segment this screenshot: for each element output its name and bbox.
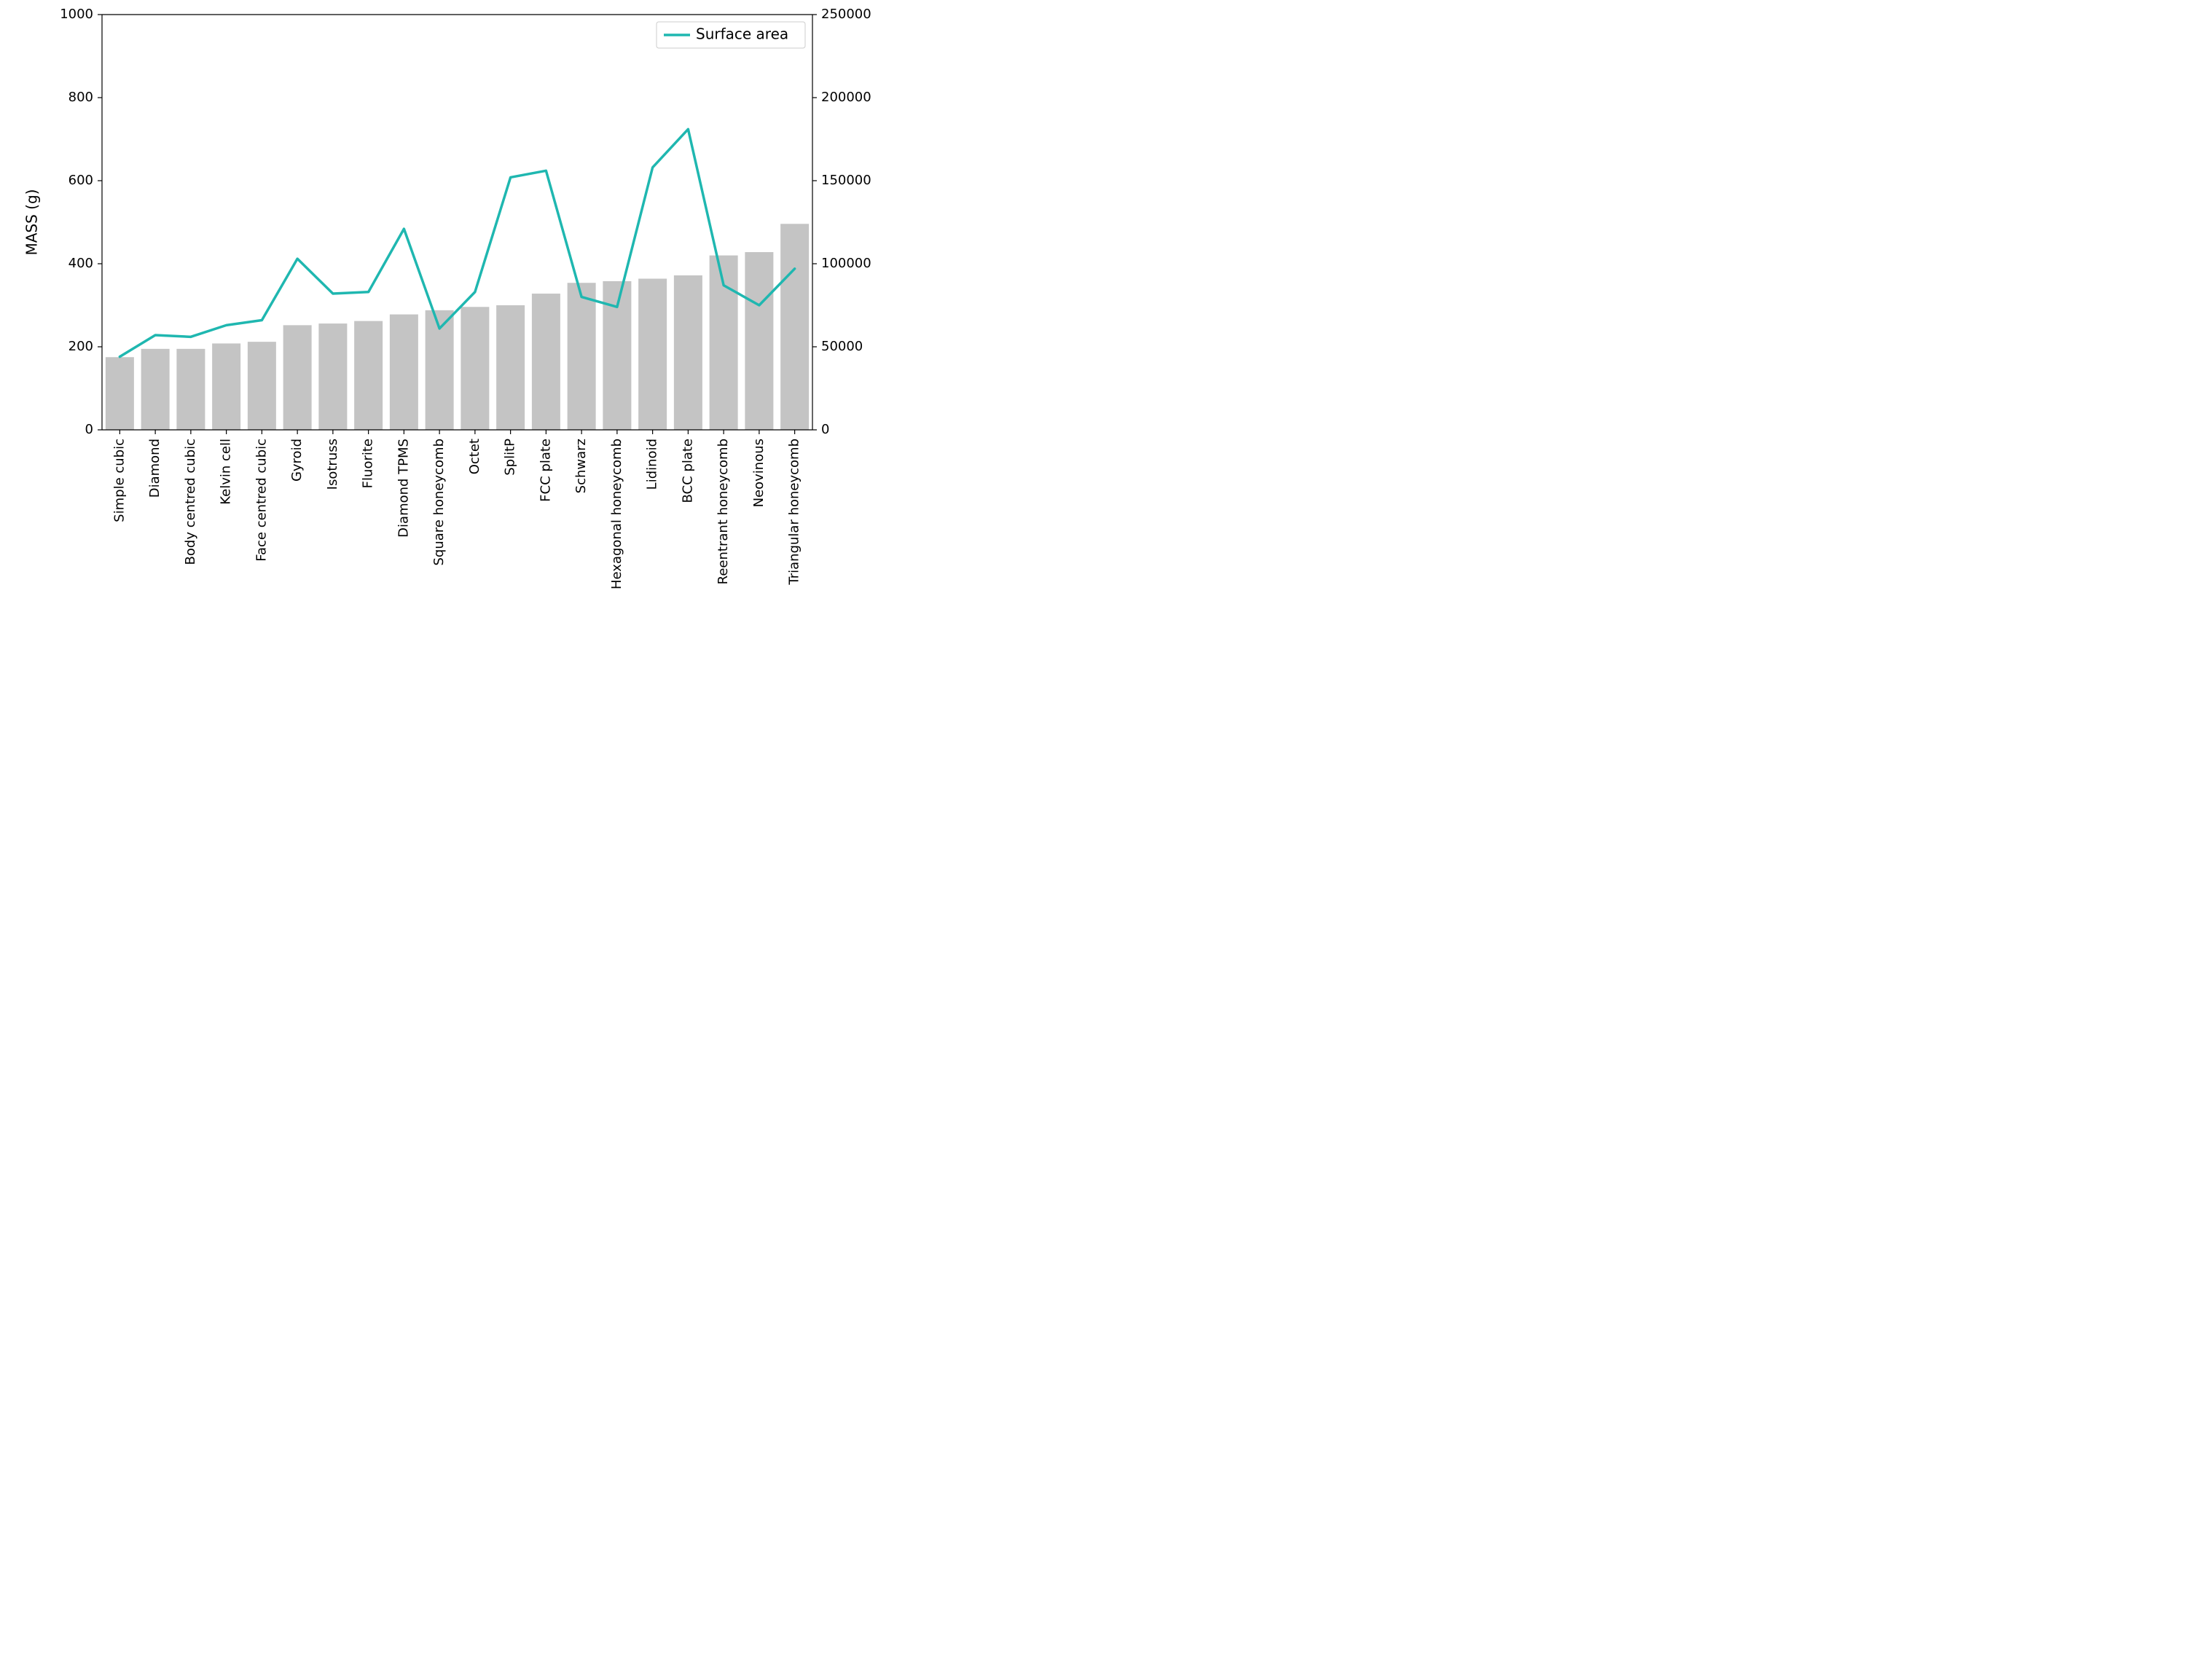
xtick-label: Reentrant honeycomb xyxy=(716,439,731,584)
ytick-left-label: 400 xyxy=(68,256,93,271)
bar-19 xyxy=(780,224,809,430)
bar-4 xyxy=(248,342,276,430)
ytick-right-label: 250000 xyxy=(821,7,871,22)
xtick-label: Gyroid xyxy=(289,439,305,482)
xtick-label: Schwarz xyxy=(573,439,589,493)
dual-axis-bar-line-chart: 0 200 400 600 800 1000 0 50000 100000 150000 20000… xyxy=(0,0,907,692)
ytick-left-label: 200 xyxy=(68,339,93,354)
bar-15 xyxy=(638,279,667,430)
xtick-label: FCC plate xyxy=(538,439,553,502)
ytick-right-label: 200000 xyxy=(821,90,871,105)
bar-12 xyxy=(532,294,560,430)
bar-8 xyxy=(390,315,418,430)
bar-6 xyxy=(318,323,347,430)
xtick-label: Triangular honeycomb xyxy=(787,439,802,586)
ytick-left-label: 800 xyxy=(68,90,93,105)
bar-16 xyxy=(674,275,702,430)
chart-container: 0 200 400 600 800 1000 0 50000 100000 150000 20000… xyxy=(0,0,907,692)
legend-label: Surface area xyxy=(696,25,788,43)
xtick-label: Diamond TPMS xyxy=(396,439,411,538)
ytick-left-label: 0 xyxy=(85,422,93,437)
xtick-label: BCC plate xyxy=(680,439,695,503)
bar-2 xyxy=(176,349,205,430)
ytick-right-label: 50000 xyxy=(821,339,863,354)
xtick-label: Hexagonal honeycomb xyxy=(609,439,624,589)
xtick-label: Neovinous xyxy=(751,439,767,507)
ytick-left-label: 1000 xyxy=(60,7,93,22)
xtick-label: SplitP xyxy=(503,439,518,476)
ytick-right-label: 100000 xyxy=(821,256,871,271)
xtick-label: Lidinoid xyxy=(645,439,660,490)
xtick-label: Body centred cubic xyxy=(183,439,198,565)
legend: Surface area xyxy=(657,22,805,48)
bar-10 xyxy=(461,307,489,430)
bar-7 xyxy=(354,321,383,430)
xtick-label: Kelvin cell xyxy=(219,439,234,505)
xtick-label: Face centred cubic xyxy=(254,439,269,562)
xtick-label: Fluorite xyxy=(361,439,376,488)
xtick-label: Isotruss xyxy=(325,439,340,490)
ytick-right-label: 150000 xyxy=(821,173,871,188)
xtick-label: Diamond xyxy=(147,439,162,498)
bar-3 xyxy=(212,343,240,430)
bar-11 xyxy=(496,305,525,430)
xtick-label: Octet xyxy=(467,439,482,474)
bar-18 xyxy=(745,252,773,430)
bar-13 xyxy=(568,283,596,430)
ytick-left-label: 600 xyxy=(68,173,93,188)
bar-1 xyxy=(141,349,170,430)
xtick-label: Simple cubic xyxy=(111,439,127,522)
y-left-axis-label: MASS (g) xyxy=(23,189,41,256)
xtick-label: Square honeycomb xyxy=(431,439,447,566)
ytick-right-label: 0 xyxy=(821,422,829,437)
bar-0 xyxy=(106,357,134,430)
bar-5 xyxy=(283,325,312,430)
